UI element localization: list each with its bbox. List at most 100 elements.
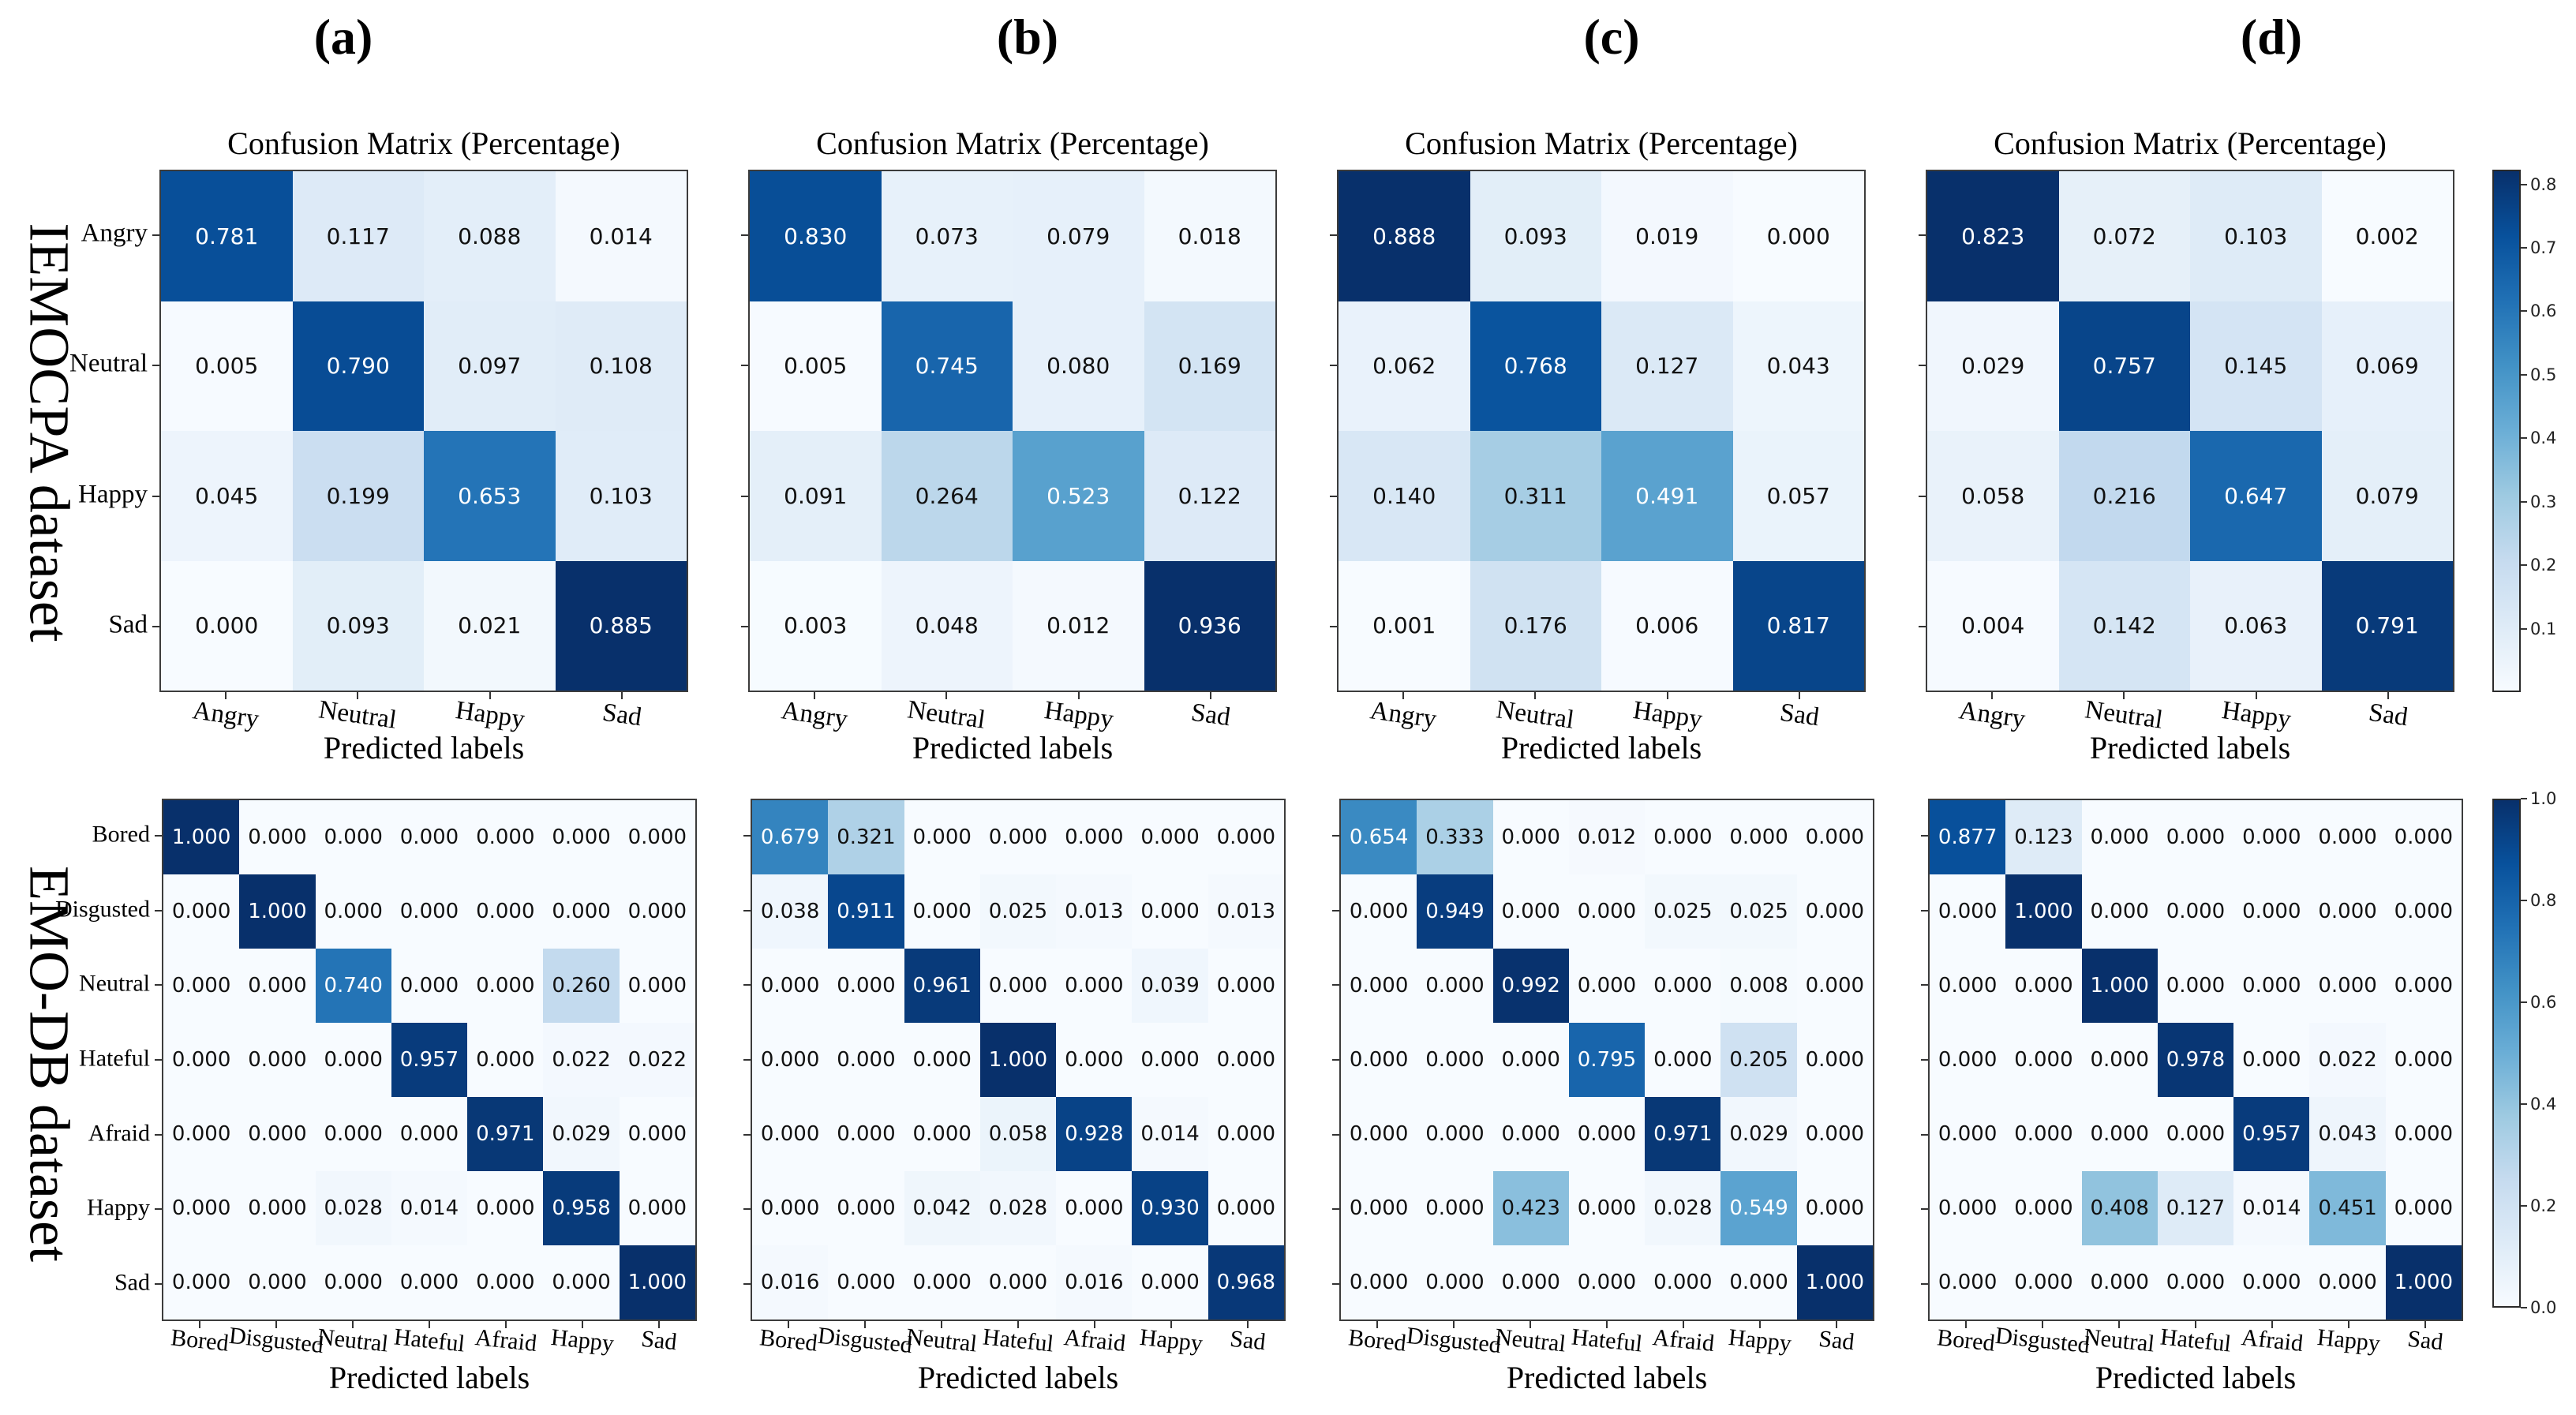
matrix-cell: 0.321	[828, 800, 904, 874]
matrix-cell: 0.911	[828, 874, 904, 949]
matrix-cell: 0.000	[904, 1097, 980, 1171]
x-axis-label-top-d: Predicted labels	[2089, 730, 2291, 766]
matrix-cell: 0.000	[2005, 1023, 2082, 1097]
matrix-cell: 0.795	[1568, 1023, 1646, 1097]
matrix-cell: 0.062	[1339, 301, 1470, 431]
matrix-cell: 0.000	[2157, 949, 2234, 1023]
x-axis-label-bottom-d: Predicted labels	[2095, 1360, 2297, 1395]
matrix-cell: 0.000	[904, 1023, 980, 1097]
matrix-cell: 0.451	[2309, 1171, 2386, 1245]
subplot-title-top-b: Confusion Matrix (Percentage)	[816, 125, 1209, 161]
matrix-cell: 0.000	[1930, 874, 2006, 949]
colorbar-top	[2492, 170, 2521, 692]
x-axis-label-top-b: Predicted labels	[912, 730, 1114, 766]
matrix-cell: 0.000	[2233, 1245, 2310, 1320]
matrix-cell: 0.103	[555, 431, 687, 561]
colorbar-tick-mark	[2521, 437, 2527, 440]
matrix-cell: 0.000	[2157, 1097, 2234, 1171]
tick-mark	[1332, 1282, 1339, 1285]
matrix-cell: 0.000	[619, 1097, 695, 1171]
tick-mark	[1919, 234, 1926, 236]
matrix-cell: 0.549	[1720, 1171, 1797, 1245]
matrix-cell: 0.000	[2005, 1245, 2082, 1320]
matrix-cell: 0.000	[1930, 949, 2006, 1023]
tick-mark	[1246, 1321, 1249, 1328]
y-tick-label: Hateful	[79, 1045, 150, 1072]
matrix-cell: 0.978	[2157, 1023, 2234, 1097]
x-tick-label: Neutral	[904, 1323, 979, 1357]
y-tick-label: Neutral	[69, 349, 148, 378]
matrix-cell: 0.000	[467, 1023, 544, 1097]
matrix-cell: 0.000	[2005, 1171, 2082, 1245]
tick-mark	[743, 1059, 751, 1061]
matrix-cell: 0.079	[2321, 431, 2453, 561]
x-tick-label: Happy	[1138, 1323, 1204, 1357]
matrix-cell: 0.000	[1056, 1023, 1133, 1097]
matrix-cell: 0.016	[752, 1245, 829, 1320]
tick-mark	[1919, 495, 1926, 497]
matrix-cell: 0.930	[1132, 1171, 1208, 1245]
tick-mark	[743, 1282, 751, 1285]
matrix-cell: 0.028	[1645, 1171, 1721, 1245]
tick-mark	[2042, 1321, 2044, 1328]
matrix-cell: 0.000	[904, 1245, 980, 1320]
matrix-cell: 0.000	[1132, 1023, 1208, 1097]
matrix-cell: 1.000	[1796, 1245, 1873, 1320]
tick-mark	[743, 984, 751, 986]
tick-mark	[152, 365, 159, 367]
matrix-cell: 0.961	[904, 949, 980, 1023]
matrix-cell: 0.005	[750, 301, 882, 431]
matrix-cell: 0.000	[979, 949, 1057, 1023]
tick-mark	[152, 234, 159, 236]
tick-mark	[2118, 1321, 2121, 1328]
tick-mark	[1093, 1321, 1095, 1328]
matrix-cell: 0.000	[163, 949, 240, 1023]
matrix-cell: 0.008	[1720, 949, 1797, 1023]
matrix-cell: 0.000	[828, 1097, 904, 1171]
colorbar-tick-mark	[2521, 246, 2527, 249]
panel-label-c: (c)	[1583, 9, 1640, 65]
matrix-cell: 0.000	[1796, 949, 1873, 1023]
tick-mark	[1077, 692, 1080, 699]
tick-mark	[155, 1059, 162, 1061]
matrix-cell: 0.000	[1208, 800, 1284, 874]
matrix-cell: 0.000	[2081, 874, 2158, 949]
matrix-cell: 0.000	[1568, 949, 1646, 1023]
matrix-cell: 0.000	[1645, 800, 1721, 874]
tick-mark	[2271, 1321, 2273, 1328]
tick-mark	[1758, 1321, 1761, 1328]
tick-mark	[581, 1321, 583, 1328]
colorbar-tick-mark	[2521, 183, 2527, 185]
x-tick-label: Sad	[601, 698, 644, 732]
x-tick-label: Hateful	[1570, 1323, 1644, 1357]
matrix-cell: 0.423	[1492, 1171, 1569, 1245]
matrix-cell: 0.000	[2005, 1097, 2082, 1171]
matrix-cell: 0.000	[163, 1171, 240, 1245]
tick-mark	[1017, 1321, 1019, 1328]
tick-mark	[1965, 1321, 1968, 1328]
matrix-cell: 0.002	[2321, 171, 2453, 301]
subplot-title-top-c: Confusion Matrix (Percentage)	[1405, 125, 1798, 161]
matrix-cell: 0.957	[391, 1023, 468, 1097]
colorbar-tick-label: 1.0	[2530, 789, 2557, 808]
matrix-cell: 0.000	[1492, 1023, 1569, 1097]
matrix-cell: 0.000	[1568, 874, 1646, 949]
matrix-cell: 0.877	[1930, 800, 2006, 874]
x-tick-label: Sad	[1228, 1325, 1267, 1356]
x-tick-label: Happy	[1727, 1323, 1793, 1357]
colorbar-tick-mark	[2521, 373, 2527, 376]
x-tick-label: Hateful	[392, 1323, 466, 1357]
matrix-cell: 0.093	[292, 560, 424, 691]
x-tick-label: Hateful	[2159, 1323, 2233, 1357]
tick-mark	[1835, 1321, 1837, 1328]
matrix-cell: 0.145	[2190, 301, 2322, 431]
matrix-cell: 0.000	[1492, 800, 1569, 874]
tick-mark	[1330, 495, 1337, 497]
matrix-cell: 0.000	[1720, 800, 1797, 874]
matrix-cell: 0.000	[1732, 171, 1864, 301]
x-tick-label: Disgusted	[1994, 1322, 2091, 1359]
matrix-cell: 0.757	[2058, 301, 2190, 431]
matrix-cell: 0.000	[1341, 1245, 1417, 1320]
matrix-cell: 0.000	[2233, 800, 2310, 874]
tick-mark	[788, 1321, 790, 1328]
